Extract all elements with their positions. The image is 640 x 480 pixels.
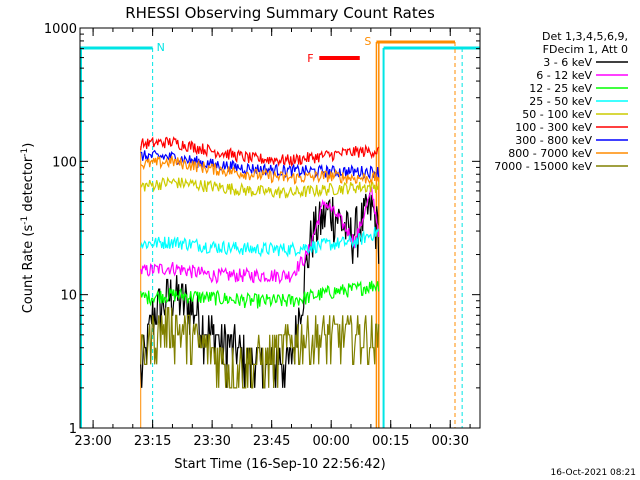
legend-entry: 6 - 12 keV — [536, 69, 592, 82]
legend-header: FDecim 1, Att 0 — [543, 43, 628, 56]
series-line — [140, 136, 380, 168]
chart-title: RHESSI Observing Summary Count Rates — [125, 4, 435, 22]
series-line — [140, 280, 380, 309]
y-tick-label: 10 — [60, 289, 77, 304]
x-tick-label: 00:30 — [432, 434, 469, 449]
legend-entry: 12 - 25 keV — [529, 82, 592, 95]
timestamp: 16-Oct-2021 08:21 — [551, 468, 636, 478]
series-line — [140, 155, 380, 185]
legend: Det 1,3,4,5,6,9,FDecim 1, Att 03 - 6 keV… — [494, 30, 628, 173]
y-tick-label: 100 — [52, 155, 77, 170]
x-tick-label: 23:30 — [193, 434, 230, 449]
y-axis-label: Count Rate (s-1 detector-1) — [20, 143, 36, 314]
series-line — [140, 176, 380, 199]
saa-flag-label: S — [364, 35, 371, 48]
y-label-sup1: -1 — [20, 216, 30, 225]
legend-entry: 3 - 6 keV — [543, 56, 592, 69]
legend-entry: 300 - 800 keV — [515, 134, 592, 147]
night-flag-label: N — [157, 41, 165, 54]
legend-entry: 100 - 300 keV — [515, 121, 592, 134]
observing-flag-bars: N F S — [80, 35, 480, 428]
y-label-sup2: -1 — [20, 148, 30, 157]
x-axis: 23:00 23:15 23:30 23:45 00:00 00:15 00:30 — [74, 28, 471, 449]
y-label-main: Count Rate (s — [21, 225, 36, 314]
x-tick-label: 00:00 — [312, 434, 349, 449]
flare-flag-label: F — [307, 52, 313, 65]
plot-frame — [79, 27, 481, 429]
legend-entry: 800 - 7000 keV — [508, 147, 592, 160]
x-tick-label: 23:15 — [134, 434, 171, 449]
series-line — [140, 226, 380, 258]
x-tick-label: 23:45 — [253, 434, 290, 449]
y-tick-label: 1 — [69, 422, 77, 437]
legend-entry: 7000 - 15000 keV — [494, 160, 592, 173]
legend-header: Det 1,3,4,5,6,9, — [542, 30, 628, 43]
x-axis-label: Start Time (16-Sep-10 22:56:42) — [174, 457, 385, 472]
legend-entry: 25 - 50 keV — [529, 95, 592, 108]
x-tick-label: 00:15 — [372, 434, 409, 449]
x-tick-label: 23:00 — [74, 434, 111, 449]
y-label-end: ) — [21, 143, 36, 148]
legend-entry: 50 - 100 keV — [522, 108, 592, 121]
y-tick-label: 1000 — [44, 22, 77, 37]
series-line — [140, 186, 380, 285]
y-axis: 1 10 100 1000 — [44, 22, 480, 437]
y-label-mid: detector — [21, 156, 36, 216]
series-line — [140, 307, 380, 389]
series-layer — [140, 136, 380, 389]
